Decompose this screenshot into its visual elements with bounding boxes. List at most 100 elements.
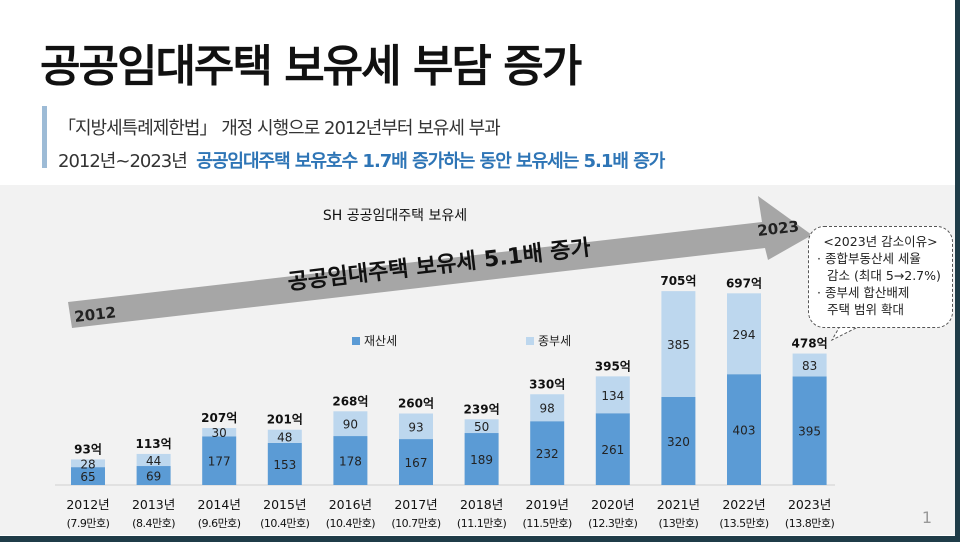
total-label: 93억: [74, 442, 102, 456]
value-label-property-tax: 189: [470, 453, 493, 467]
value-label-comprehensive-tax: 385: [667, 338, 690, 352]
value-label-comprehensive-tax: 98: [540, 402, 555, 416]
bar-property-tax: [267, 442, 302, 485]
value-label-property-tax: 403: [733, 424, 756, 438]
x-tick-label: 2014년: [198, 497, 241, 512]
x-tick-sublabel: (10.4만호): [326, 517, 376, 530]
total-label: 395억: [595, 359, 631, 373]
bar-property-tax: [399, 439, 433, 485]
legend-label-comprehensive-tax: 종부세: [538, 334, 571, 348]
value-label-comprehensive-tax: 50: [474, 420, 489, 434]
value-label-property-tax: 69: [146, 470, 161, 484]
bar-comprehensive-tax: [792, 353, 827, 377]
bar-property-tax: [530, 421, 565, 485]
page-number: 1: [921, 508, 932, 527]
x-tick-sublabel: (13만호): [658, 517, 698, 530]
subtitle-2-highlight: 공공임대주택 보유호수 1.7배 증가하는 동안 보유세는 5.1배 증가: [196, 151, 665, 172]
bar-comprehensive-tax: [399, 413, 433, 440]
total-label: 113억: [136, 437, 172, 451]
bar-property-tax: [464, 433, 499, 485]
value-label-comprehensive-tax: 48: [277, 430, 292, 444]
total-label: 478억: [792, 337, 828, 351]
callout-line: 주택 범위 확대: [827, 302, 904, 317]
chart-title: SH 공공임대주택 보유세: [323, 208, 467, 224]
callout-tail: [830, 325, 861, 342]
bar-property-tax: [202, 436, 237, 485]
bar-comprehensive-tax: [136, 453, 171, 467]
x-tick-sublabel: (8.4만호): [132, 517, 175, 530]
legend-label-property-tax: 재산세: [364, 334, 397, 348]
growth-arrow: [68, 196, 812, 328]
value-label-comprehensive-tax: 44: [146, 454, 161, 468]
bar-comprehensive-tax: [727, 293, 761, 375]
bar-property-tax: [136, 466, 171, 485]
value-label-property-tax: 153: [273, 458, 296, 472]
value-label-property-tax: 320: [667, 435, 690, 449]
x-tick-sublabel: (10.4만호): [260, 517, 310, 530]
x-tick-sublabel: (10.7만호): [391, 517, 441, 530]
bar-comprehensive-tax: [661, 291, 696, 397]
bar-property-tax: [333, 436, 368, 485]
bar-comprehensive-tax: [530, 394, 565, 422]
x-tick-sublabel: (11.1만호): [457, 517, 507, 530]
callout-line: · 종합부동산세 세율: [817, 251, 921, 266]
bar-property-tax: [71, 467, 105, 485]
total-label: 705억: [660, 274, 696, 288]
bar-comprehensive-tax: [267, 429, 302, 443]
x-tick-sublabel: (11.5만호): [523, 517, 573, 530]
total-label: 330억: [529, 377, 565, 391]
subtitle-1: 「지방세특례제한법」 개정 시행으로 2012년부터 보유세 부과: [58, 118, 501, 139]
x-tick-label: 2019년: [526, 497, 569, 512]
value-label-comprehensive-tax: 134: [601, 389, 624, 403]
bar-property-tax: [661, 397, 696, 485]
x-tick-label: 2017년: [394, 497, 437, 512]
callout-line: · 종부세 합산배제: [817, 285, 910, 300]
x-tick-sublabel: (7.9만호): [67, 517, 110, 530]
x-tick-label: 2020년: [591, 497, 634, 512]
callout-line: <2023년 감소이유>: [823, 234, 938, 249]
callout-box: <2023년 감소이유> · 종합부동산세 세율 감소 (최대 5→2.7%) …: [808, 226, 953, 328]
subtitle-2-prefix: 2012년~2023년: [58, 151, 188, 172]
total-label: 239억: [464, 402, 500, 416]
x-tick-label: 2022년: [722, 497, 765, 512]
callout-line: 감소 (최대 5→2.7%): [827, 268, 941, 283]
total-label: 268억: [332, 394, 368, 408]
bar-comprehensive-tax: [464, 419, 499, 434]
slide-border-right: [955, 0, 960, 542]
bar-comprehensive-tax: [71, 459, 105, 468]
value-label-comprehensive-tax: 90: [343, 418, 358, 432]
value-label-property-tax: 261: [601, 443, 624, 457]
bar-property-tax: [727, 374, 761, 485]
x-tick-label: 2015년: [263, 497, 306, 512]
value-label-comprehensive-tax: 93: [408, 420, 423, 434]
value-label-property-tax: 167: [405, 456, 428, 470]
legend-swatch-property-tax: [352, 337, 360, 345]
x-tick-sublabel: (12.3만호): [588, 517, 638, 530]
x-tick-sublabel: (13.5만호): [719, 517, 769, 530]
value-label-comprehensive-tax: 294: [733, 328, 756, 342]
x-tick-sublabel: (13.8만호): [785, 517, 835, 530]
x-tick-sublabel: (9.6만호): [198, 517, 241, 530]
arrow-text: 공공임대주택 보유세 5.1배 증가: [286, 236, 592, 296]
x-tick-label: 2016년: [329, 497, 372, 512]
value-label-comprehensive-tax: 83: [802, 359, 817, 373]
arrow-start-label: 2012: [73, 303, 117, 326]
legend-swatch-comprehensive-tax: [526, 337, 534, 345]
bar-property-tax: [792, 376, 827, 485]
subtitle-2: 2012년~2023년 공공임대주택 보유호수 1.7배 증가하는 동안 보유세…: [58, 147, 665, 173]
bar-comprehensive-tax: [202, 428, 237, 437]
bar-property-tax: [595, 413, 630, 485]
value-label-property-tax: 65: [80, 470, 95, 484]
total-label: 697억: [726, 276, 762, 290]
value-label-property-tax: 178: [339, 455, 362, 469]
x-tick-label: 2023년: [788, 497, 831, 512]
total-label: 260억: [398, 397, 434, 411]
total-label: 201억: [267, 413, 303, 427]
slide-border-bottom: [0, 536, 960, 542]
value-label-property-tax: 177: [208, 455, 231, 469]
x-tick-label: 2021년: [657, 497, 700, 512]
value-label-property-tax: 395: [798, 425, 821, 439]
total-label: 207억: [201, 411, 237, 425]
x-tick-label: 2013년: [132, 497, 175, 512]
